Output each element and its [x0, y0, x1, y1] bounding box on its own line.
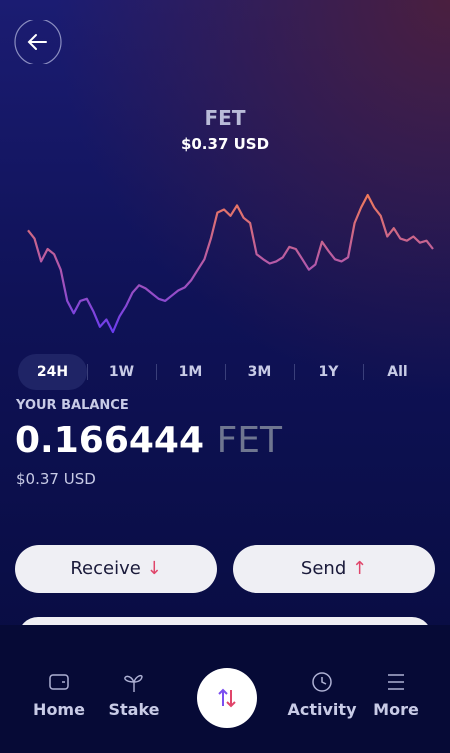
- nav-home[interactable]: Home: [33, 700, 85, 719]
- nav-more[interactable]: More: [373, 700, 419, 719]
- home-icon: [49, 674, 69, 690]
- send-label: Send: [300, 558, 347, 579]
- price-line: [27, 193, 434, 334]
- back-button[interactable]: [14, 20, 64, 64]
- time-range-tabs: 24H 1W 1M 3M 1Y All: [18, 354, 432, 390]
- nav-stake[interactable]: Stake: [108, 700, 160, 719]
- activity-icon: [312, 672, 332, 692]
- time-range-tab[interactable]: 3M: [225, 354, 294, 390]
- swap-icon: [218, 688, 236, 708]
- balance-amount: 0.166444: [15, 420, 205, 461]
- balance: 0.166444 FET: [15, 420, 282, 461]
- balance-fiat: $0.37 USD: [16, 470, 96, 488]
- time-range-tab[interactable]: 1W: [87, 354, 156, 390]
- token-title: FET: [204, 106, 246, 130]
- time-range-tab[interactable]: 24H: [18, 354, 87, 390]
- receive-label: Receive: [70, 558, 141, 579]
- nav-activity[interactable]: Activity: [287, 700, 357, 719]
- receive-button[interactable]: Receive ↓: [15, 545, 217, 593]
- swap-button[interactable]: [197, 668, 257, 728]
- balance-unit: FET: [216, 420, 283, 461]
- token-price: $0.37 USD: [180, 135, 270, 153]
- price-chart: [27, 193, 434, 334]
- balance-label: YOUR BALANCE: [16, 398, 129, 413]
- time-range-tab[interactable]: All: [363, 354, 432, 390]
- more-icon: [388, 674, 404, 690]
- time-range-tab[interactable]: 1Y: [294, 354, 363, 390]
- time-range-tab[interactable]: 1M: [156, 354, 225, 390]
- send-button[interactable]: Send ↑: [233, 545, 435, 593]
- stake-icon: [124, 674, 143, 692]
